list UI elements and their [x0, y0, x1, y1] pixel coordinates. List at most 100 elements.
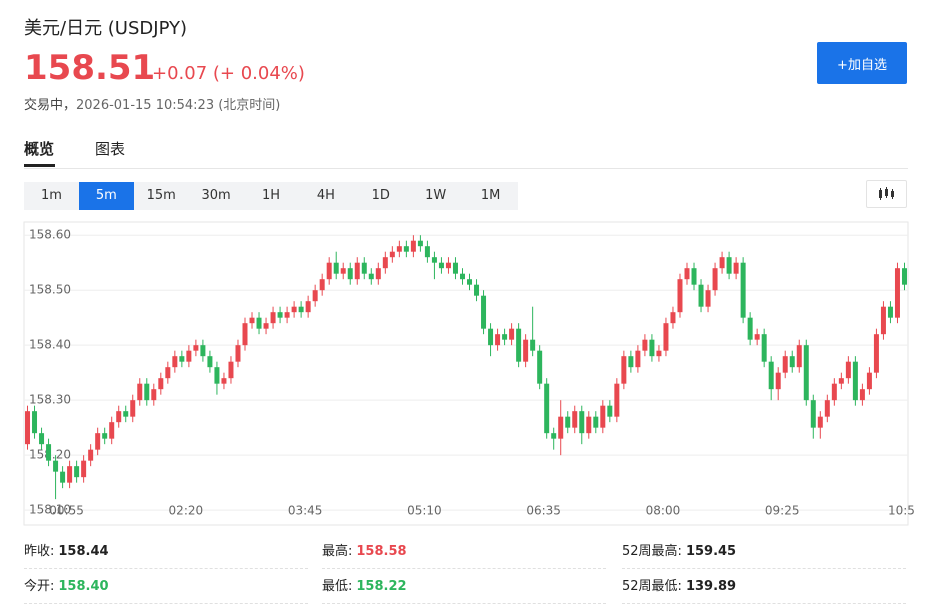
candle-body: [740, 262, 746, 318]
interval-button[interactable]: 30m: [201, 188, 231, 203]
candle-body: [144, 383, 150, 401]
candle-icon: [879, 187, 894, 200]
candle-body: [551, 433, 557, 439]
candle-body: [859, 389, 865, 401]
x-tick-label: 10:5: [888, 504, 915, 518]
candle-body: [537, 350, 543, 384]
candle-body: [158, 378, 164, 390]
interval-button[interactable]: 5m: [78, 182, 134, 210]
candle-body: [284, 312, 290, 318]
price: 158.51: [24, 48, 156, 88]
stat-divider: [622, 603, 906, 604]
stat-label: 52周最高:: [622, 544, 682, 559]
candle-body: [614, 383, 620, 417]
candle-body: [340, 268, 346, 274]
candle-body: [60, 471, 66, 483]
title: 美元/日元 (USDJPY): [24, 18, 188, 39]
candle-body: [775, 372, 781, 390]
stat: 52周最高: 159.45: [622, 540, 736, 559]
candle-body: [32, 411, 38, 434]
candle-body: [291, 306, 297, 313]
candle-body: [481, 295, 487, 329]
candle-body: [824, 400, 830, 417]
candle-body: [691, 268, 697, 285]
stat-value: 158.22: [356, 579, 407, 594]
candle-body: [403, 246, 409, 252]
candle-body: [621, 356, 627, 384]
candle-body: [684, 268, 690, 280]
candle-body: [389, 251, 395, 258]
stat-label: 52周最低:: [622, 579, 682, 594]
status: 交易中，2026-01-15 10:54:23 (北京时间): [24, 94, 280, 113]
candle-body: [747, 317, 753, 340]
candle-body: [509, 328, 515, 340]
candle-body: [474, 284, 480, 296]
candle-body: [319, 279, 325, 291]
candle-body: [705, 290, 711, 307]
interval-button[interactable]: 1W: [425, 188, 447, 203]
tab[interactable]: 概览: [24, 140, 55, 158]
plot-frame: [23, 221, 909, 526]
interval-bar: 1m 5m 15m 30m 1H 4H 1D 1W 1M: [24, 182, 518, 210]
candle-body: [761, 334, 767, 362]
stat-divider: [322, 568, 606, 569]
candle-body: [235, 345, 241, 362]
candle-body: [873, 334, 879, 373]
stat-value: 139.89: [685, 579, 737, 594]
candle-body: [207, 356, 213, 368]
x-tick-label: 03:45: [288, 504, 323, 518]
candle-body: [221, 378, 227, 384]
tab[interactable]: 图表: [95, 140, 126, 158]
candle-body: [347, 268, 353, 280]
candle-body: [424, 246, 430, 258]
interval-button[interactable]: 4H: [316, 188, 335, 203]
candle-body: [558, 416, 564, 439]
candle-body: [130, 400, 136, 417]
candle-body: [228, 361, 234, 379]
candle-body: [768, 361, 774, 390]
interval-button[interactable]: 1m: [40, 188, 62, 203]
candle-body: [445, 262, 451, 269]
candle-body: [333, 262, 339, 274]
candle-body: [410, 240, 416, 252]
candle-body: [726, 257, 732, 274]
candle-body: [845, 361, 851, 379]
add-watchlist-button[interactable]: +加自选: [817, 42, 907, 84]
interval-button[interactable]: 1H: [261, 188, 281, 203]
candle-body: [200, 345, 206, 357]
candle-body: [670, 312, 676, 324]
candle-body: [544, 383, 550, 434]
stat-divider: [24, 568, 308, 569]
candle-body: [459, 273, 465, 280]
interval-button[interactable]: 1M: [480, 188, 501, 203]
candle-body: [123, 411, 129, 417]
candle-body: [628, 356, 634, 368]
trade-status: 交易中，: [24, 98, 77, 113]
y-tick-label: 158.60: [29, 228, 71, 242]
candle-body: [354, 262, 360, 280]
price-change: +0.07 (+ 0.04%): [152, 63, 305, 84]
candle-body: [712, 268, 718, 291]
chart-type-button[interactable]: [866, 180, 907, 208]
candle-body: [81, 460, 87, 478]
interval-button[interactable]: 15m: [146, 188, 176, 203]
candle-body: [249, 317, 255, 324]
candle-body: [810, 400, 816, 428]
candle-body: [102, 433, 108, 439]
stat-value: 158.40: [58, 579, 109, 594]
candle-body: [25, 411, 31, 445]
candle-body: [270, 312, 276, 324]
candle-body: [516, 328, 522, 362]
candle-body: [719, 257, 725, 269]
candle-body: [109, 422, 115, 439]
candle-body: [852, 361, 858, 401]
candle-body: [312, 290, 318, 302]
stat-divider: [24, 603, 308, 604]
candle-body: [39, 433, 45, 445]
candle-body: [88, 449, 94, 461]
candle-body: [817, 416, 823, 428]
divider: [24, 168, 908, 169]
candle-body: [186, 350, 192, 362]
interval-button[interactable]: 1D: [371, 188, 390, 203]
